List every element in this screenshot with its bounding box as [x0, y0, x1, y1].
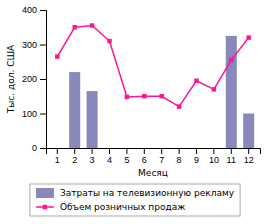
marker: [125, 95, 129, 99]
x-tick-mark: [161, 148, 162, 154]
legend-item: Затраты на телевизионную рекламу: [36, 188, 235, 198]
x-tick-label: 10: [209, 155, 219, 165]
x-tick-mark: [126, 148, 127, 154]
y-axis: 0 100 200 300 400: [22, 5, 47, 153]
y-tick: 100: [22, 109, 46, 119]
legend-label: Объем розничных продаж: [60, 202, 185, 212]
x-tick-mark: [144, 148, 145, 154]
x-tick-label: 9: [194, 155, 199, 165]
x-tick: 6: [142, 148, 147, 165]
x-tick-mark: [57, 148, 58, 154]
x-tick-label: 5: [124, 155, 129, 165]
bar: [69, 72, 80, 148]
marker: [177, 104, 181, 108]
legend-label: Затраты на телевизионную рекламу: [60, 188, 235, 198]
y-axis-line: [40, 11, 47, 149]
x-tick: 11: [227, 148, 236, 165]
x-axis-line: [47, 149, 261, 155]
marker: [142, 94, 146, 98]
y-tick-mark: [40, 10, 46, 11]
y-tick-mark: [40, 148, 46, 149]
marks: [55, 23, 254, 148]
plot: 1234567891011120100200300400: [22, 5, 261, 165]
x-axis: 123456789101112: [47, 148, 261, 165]
x-tick-label: 8: [177, 155, 182, 165]
x-tick: 5: [124, 148, 129, 165]
bar: [226, 36, 237, 148]
y-tick: 300: [22, 40, 46, 50]
marker: [72, 25, 76, 29]
x-tick-mark: [231, 148, 232, 154]
y-tick-label: 100: [22, 109, 37, 119]
chart: 1234567891011120100200300400МесяцТыс. до…: [0, 0, 270, 224]
legend-swatch: [36, 188, 54, 198]
x-tick: 9: [194, 148, 199, 165]
marker: [55, 54, 59, 58]
bar: [104, 148, 115, 149]
legend-marker: [43, 205, 47, 209]
bar-series: [69, 36, 254, 148]
y-tick-label: 200: [22, 74, 37, 84]
marker: [159, 94, 163, 98]
x-tick-label: 7: [159, 155, 164, 165]
x-tick: 2: [72, 148, 77, 165]
legend: Затраты на телевизионную рекламу Объем ро…: [30, 184, 240, 216]
bar: [243, 114, 254, 149]
bar: [174, 148, 185, 149]
marker: [212, 87, 216, 91]
marker: [246, 35, 250, 39]
x-tick: 10: [209, 148, 219, 165]
x-tick-mark: [196, 148, 197, 154]
x-tick-mark: [248, 148, 249, 154]
marker: [229, 58, 233, 62]
markers: [55, 23, 251, 109]
x-tick: 8: [177, 148, 182, 165]
y-tick-mark: [40, 79, 46, 80]
y-tick-label: 300: [22, 40, 37, 50]
y-tick: 200: [22, 74, 46, 84]
x-tick-label: 6: [142, 155, 147, 165]
bar: [191, 148, 202, 149]
bar: [208, 148, 219, 149]
line: [57, 26, 248, 107]
y-tick-mark: [40, 114, 46, 115]
x-tick-label: 4: [107, 155, 112, 165]
x-axis-title: Месяц: [138, 168, 168, 178]
y-tick-mark: [40, 45, 46, 46]
y-tick-label: 0: [32, 143, 37, 153]
y-axis-title: Тыс. дол. США: [6, 44, 16, 114]
bar: [139, 148, 150, 149]
x-tick-label: 3: [90, 155, 95, 165]
marker: [107, 39, 111, 43]
bar: [121, 148, 132, 149]
x-tick-label: 12: [244, 155, 254, 165]
x-tick: 4: [107, 148, 112, 165]
x-tick-label: 11: [227, 155, 236, 165]
bar: [87, 91, 98, 148]
x-tick-label: 1: [55, 155, 60, 165]
marker: [194, 78, 198, 82]
x-tick: 1: [55, 148, 60, 165]
x-tick: 3: [90, 148, 95, 165]
bar: [156, 148, 167, 149]
x-tick-label: 2: [72, 155, 77, 165]
bar: [52, 148, 63, 149]
x-tick-mark: [109, 148, 110, 154]
x-tick-mark: [213, 148, 214, 154]
x-tick: 7: [159, 148, 164, 165]
y-tick-label: 400: [22, 5, 37, 15]
x-tick: 12: [244, 148, 254, 165]
legend-box: [30, 184, 240, 216]
marker: [90, 23, 94, 27]
x-tick-mark: [179, 148, 180, 154]
y-tick: 400: [22, 5, 46, 15]
x-tick-mark: [74, 148, 75, 154]
x-tick-mark: [92, 148, 93, 154]
y-tick: 0: [32, 143, 46, 153]
legend-item: Объем розничных продаж: [36, 202, 185, 212]
